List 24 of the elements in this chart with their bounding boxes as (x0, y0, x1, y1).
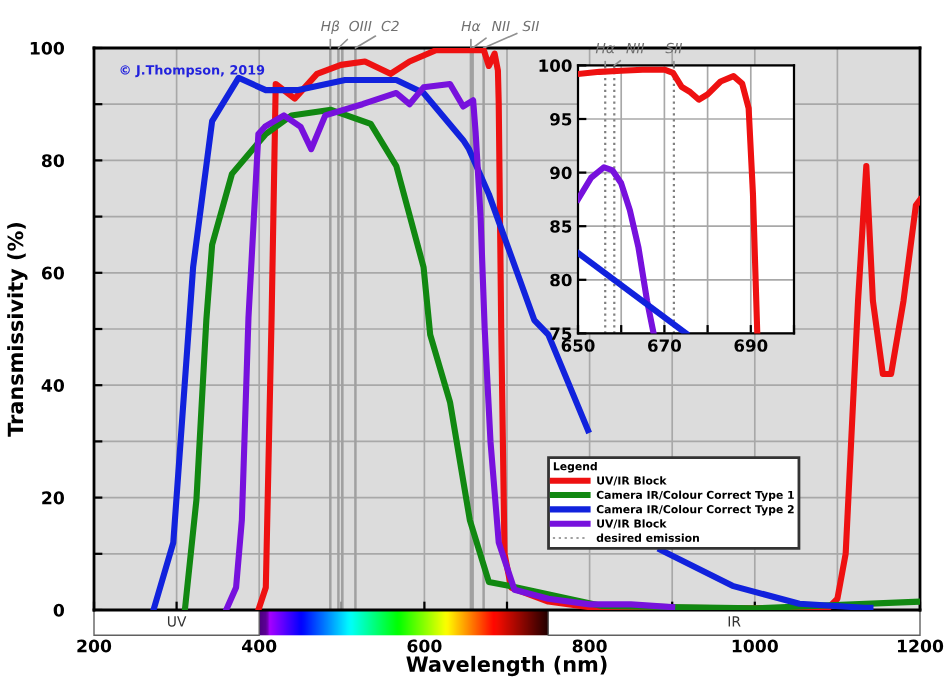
y-tick-label: 100 (539, 59, 572, 72)
y-tick-label: 0 (53, 603, 65, 617)
x-tick-label: 200 (77, 639, 112, 653)
y-tick-label: 75 (550, 327, 572, 340)
x-tick-label: 650 (561, 339, 595, 352)
x-tick-label: 400 (242, 639, 277, 653)
x-axis-title: Wavelength (nm) (406, 655, 607, 677)
x-tick-label: 690 (734, 339, 768, 352)
x-tick-label: 800 (572, 639, 607, 653)
y-tick-label: 100 (30, 41, 65, 55)
y-tick-label: 40 (41, 378, 65, 392)
y-tick-label: 90 (550, 166, 572, 180)
y-tick-label: 80 (550, 273, 572, 287)
y-axis-title: Transmissivity (%) (7, 222, 28, 437)
x-tick-label: 1200 (897, 639, 944, 653)
y-tick-label: 95 (550, 112, 572, 126)
y-tick-label: 80 (41, 154, 65, 168)
x-tick-label: 670 (648, 339, 681, 352)
y-tick-label: 60 (41, 266, 65, 280)
x-tick-label: 1000 (732, 639, 778, 653)
line-series (578, 164, 657, 334)
x-tick-label: 600 (407, 639, 442, 653)
y-tick-label: 85 (550, 220, 572, 233)
y-tick-label: 20 (42, 491, 65, 505)
